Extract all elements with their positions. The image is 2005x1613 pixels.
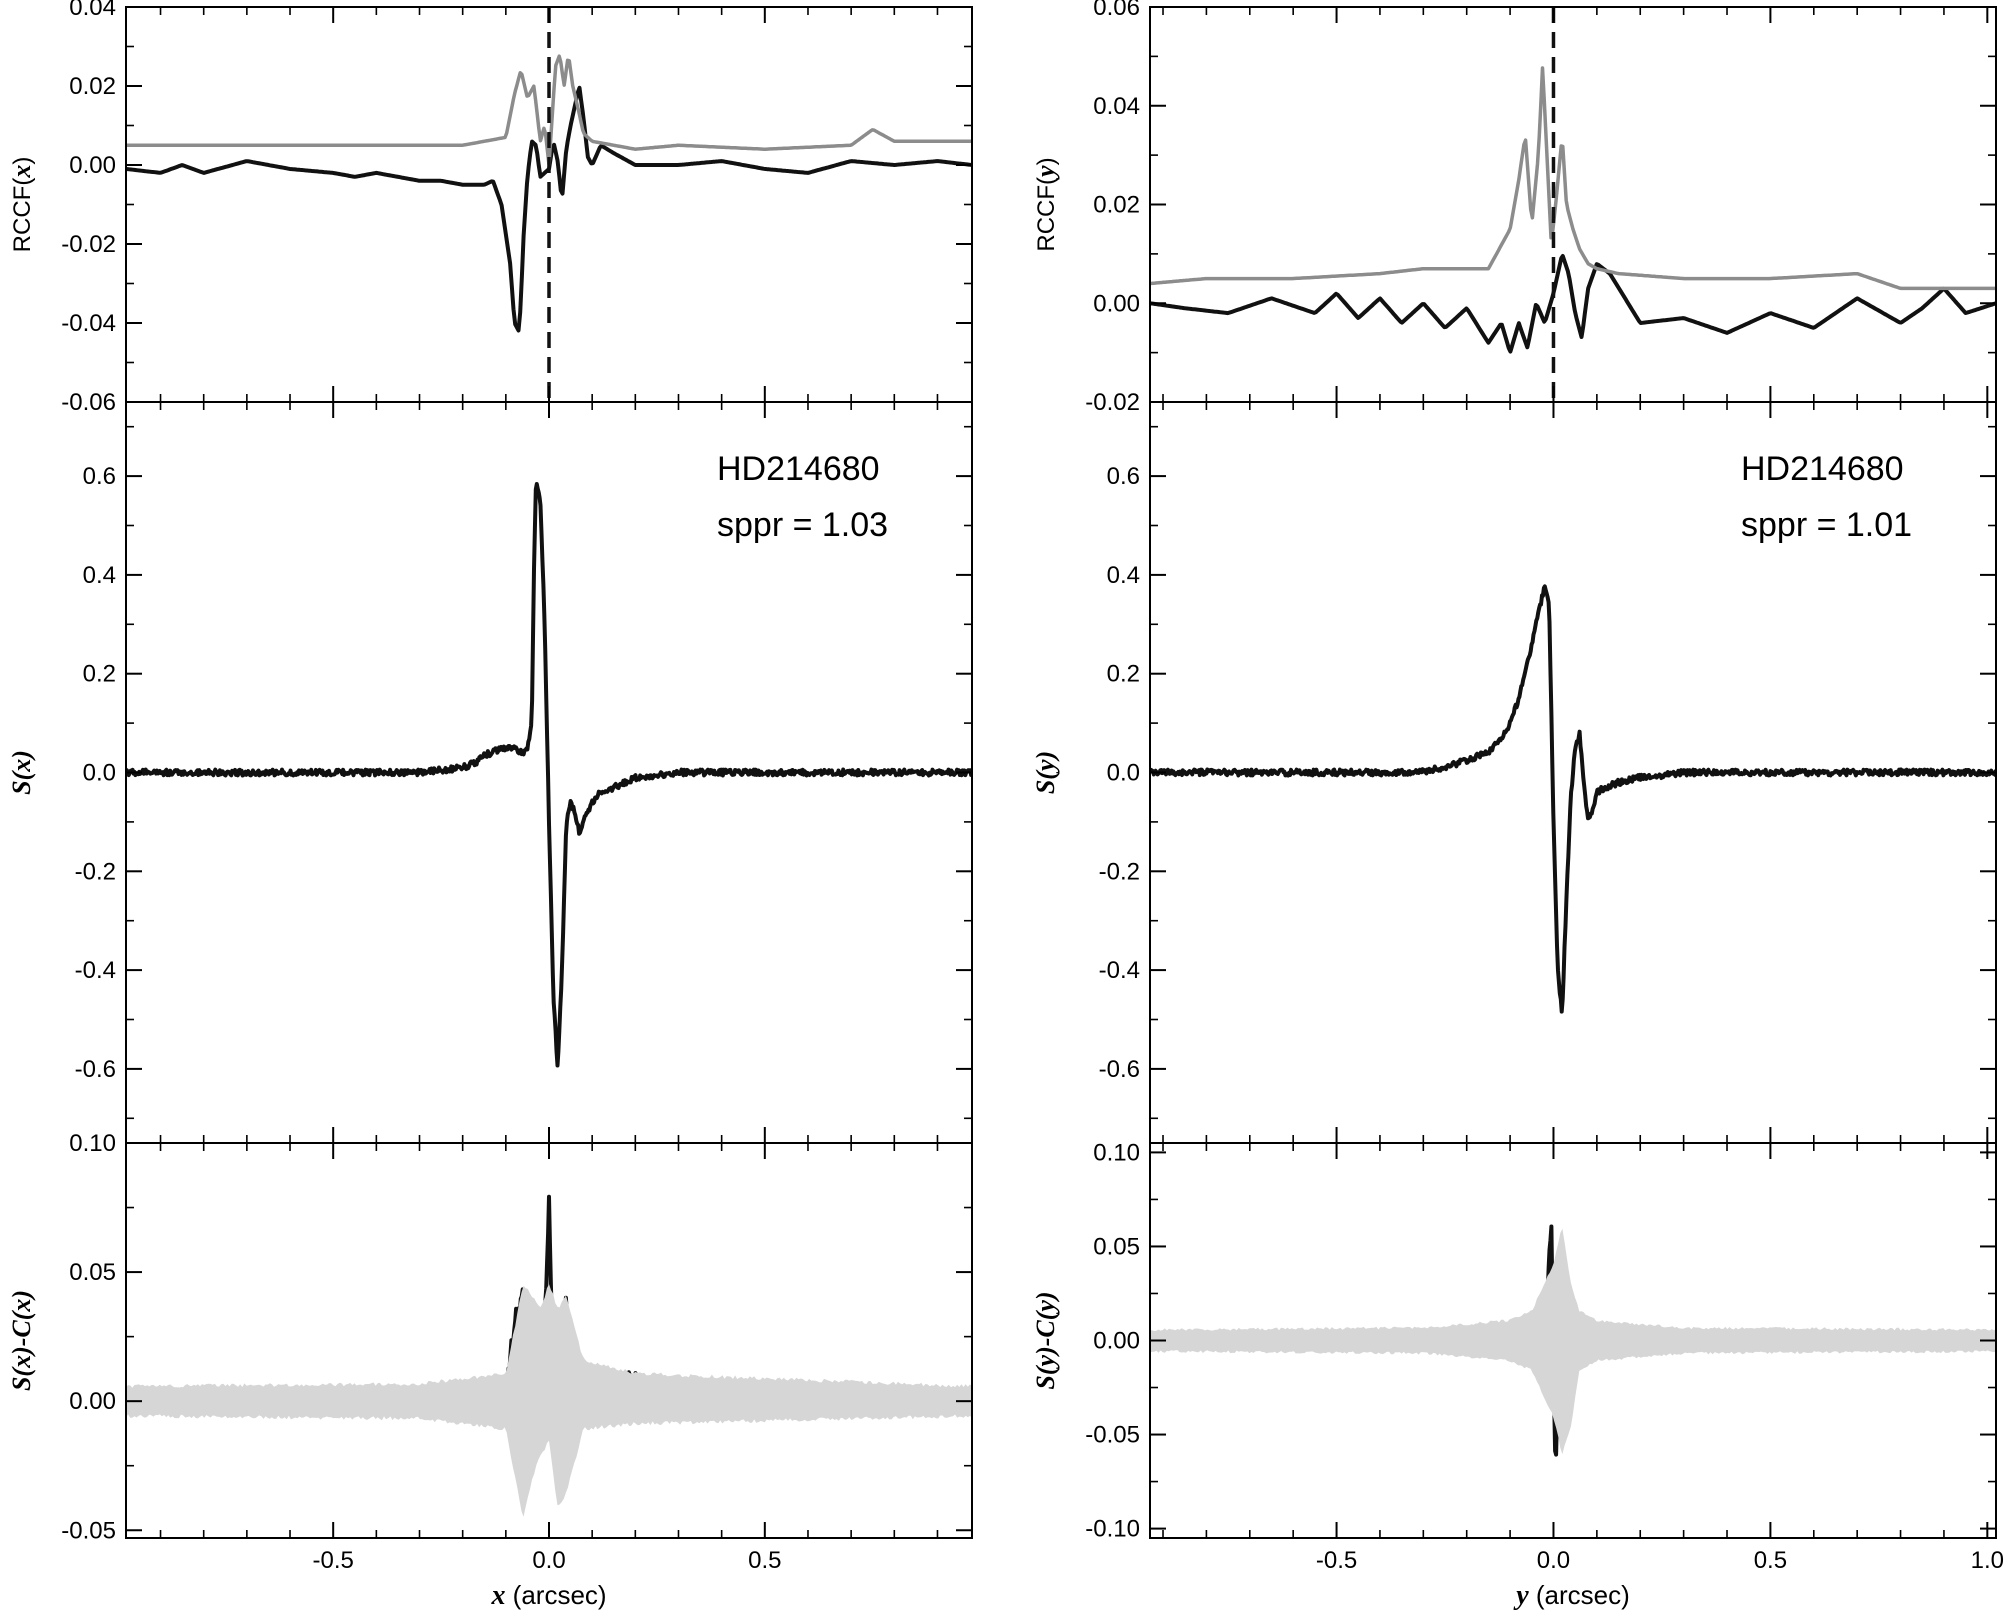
- x-tick-label: -0.5: [313, 1547, 354, 1574]
- y-tick-label: 0.04: [69, 0, 116, 21]
- y-axis-label: RCCF(x): [7, 157, 36, 253]
- y-axis-label: S(x): [7, 750, 36, 795]
- plot-area: [1150, 1224, 1996, 1457]
- black-series-line: [1150, 254, 1996, 354]
- y-tick-label: 0.06: [1093, 0, 1140, 21]
- y-axis-label-prefix: RCCF(: [9, 178, 36, 253]
- y-tick-label: -0.02: [1085, 389, 1140, 416]
- gray-series-line: [1150, 66, 1996, 291]
- plot-area: [126, 1194, 972, 1517]
- y-tick-label: -0.05: [1085, 1422, 1140, 1449]
- y-axis-label-prefix: RCCF(: [1033, 177, 1060, 252]
- y-tick-label: 0.0: [1107, 760, 1140, 787]
- y-tick-label: -0.04: [61, 310, 116, 337]
- y-axis-label: S(y): [1031, 751, 1060, 794]
- x-axis-label-var: x: [490, 1580, 505, 1611]
- y-tick-label: 0.2: [83, 661, 116, 688]
- y-tick-label: 0.6: [1107, 463, 1140, 490]
- y-axis-label-suffix: ): [1033, 157, 1060, 165]
- y-tick-label: 0.02: [69, 73, 116, 100]
- panel-x-signal: -0.6 -0.4 -0.2 0.0 0.2 0.4 0.6 S(x) HD214680 sppr…: [7, 401, 973, 1144]
- x-axis-label: y (arcsec): [1513, 1580, 1630, 1611]
- x-axis-label-unit: (arcsec): [505, 1580, 606, 1610]
- y-tick-label: 0.2: [1107, 661, 1140, 688]
- plot-area: [126, 482, 972, 1068]
- axes-frame: [1149, 6, 1997, 403]
- y-tick-label: -0.05: [61, 1517, 116, 1544]
- black-series-line: [126, 482, 972, 1068]
- y-tick-label: 0.05: [69, 1259, 116, 1286]
- y-axis-label-var: S(x)-C(x): [7, 1290, 36, 1391]
- sppr-annotation: sppr = 1.01: [1741, 506, 1912, 544]
- y-tick-label: 0.10: [69, 1130, 116, 1157]
- uncertainty-band: [1150, 1228, 1996, 1455]
- y-tick-label: -0.10: [1085, 1516, 1140, 1543]
- sppr-annotation: sppr = 1.03: [717, 506, 888, 544]
- panel-x-residual: -0.05 0.00 0.05 0.10 S(x)-C(x): [7, 1130, 973, 1544]
- x-tick-label: 0.0: [532, 1547, 565, 1574]
- y-axis-label: S(y)-C(y): [1031, 1291, 1060, 1389]
- y-tick-label: -0.02: [61, 231, 116, 258]
- x-axis-label-var: y: [1513, 1580, 1529, 1611]
- black-series-line: [1150, 584, 1996, 1014]
- y-axis-label-var: S(y)-C(y): [1031, 1291, 1060, 1389]
- y-axis-label-var: S(y): [1031, 751, 1060, 794]
- y-tick-label: 0.00: [1093, 1328, 1140, 1355]
- panel-y-residual: -0.10 -0.05 0.00 0.05 0.10 S(y)-C(y): [1031, 1139, 1997, 1543]
- plot-area: [1150, 584, 1996, 1014]
- y-axis-label-suffix: ): [9, 157, 36, 165]
- x-tick-label: 0.5: [1754, 1547, 1787, 1574]
- y-tick-label: 0.4: [1107, 562, 1140, 589]
- y-tick-label: 0.10: [1093, 1139, 1140, 1166]
- plot-area: [1150, 66, 1996, 354]
- star-name-annotation: HD214680: [1741, 450, 1904, 488]
- x-tick-label: 0.0: [1537, 1547, 1570, 1574]
- y-tick-label: -0.6: [1099, 1056, 1140, 1083]
- x-tick-label: -0.5: [1316, 1547, 1357, 1574]
- y-tick-label: 0.6: [83, 463, 116, 490]
- uncertainty-band: [126, 1284, 972, 1517]
- y-axis-label: RCCF(y): [1031, 157, 1060, 251]
- y-tick-label: 0.4: [83, 562, 116, 589]
- y-tick-label: -0.4: [1099, 957, 1140, 984]
- x-tick-label: 0.5: [748, 1547, 781, 1574]
- y-tick-label: 0.05: [1093, 1233, 1140, 1260]
- y-tick-label: 0.00: [69, 152, 116, 179]
- y-axis-label-var: x: [7, 165, 36, 179]
- panel-x-rccf: -0.06 -0.04 -0.02 0.00 0.02 0.04 RCCF(x): [7, 0, 973, 416]
- x-axis-label: x (arcsec): [490, 1580, 606, 1611]
- y-tick-label: -0.4: [75, 957, 116, 984]
- y-axis-label-var: y: [1031, 165, 1060, 180]
- panel-y-rccf: -0.02 0.00 0.02 0.04 0.06 RCCF(y): [1031, 0, 1997, 416]
- y-tick-label: 0.04: [1093, 93, 1140, 120]
- y-tick-label: -0.06: [61, 389, 116, 416]
- y-tick-label: 0.00: [1093, 290, 1140, 317]
- y-tick-label: 0.0: [83, 760, 116, 787]
- y-axis-label-var: S(x): [7, 750, 36, 795]
- y-axis-label: S(x)-C(x): [7, 1290, 36, 1391]
- y-tick-label: -0.6: [75, 1056, 116, 1083]
- panel-y-signal: -0.6 -0.4 -0.2 0.0 0.2 0.4 0.6 S(y) HD214680 sppr…: [1031, 401, 1997, 1144]
- y-tick-label: 0.00: [69, 1388, 116, 1415]
- x-axis-label-unit: (arcsec): [1529, 1580, 1630, 1610]
- star-name-annotation: HD214680: [717, 450, 880, 488]
- y-tick-label: -0.2: [75, 858, 116, 885]
- x-tick-label: 1.0: [1971, 1547, 2004, 1574]
- y-tick-label: -0.2: [1099, 858, 1140, 885]
- y-tick-label: 0.02: [1093, 192, 1140, 219]
